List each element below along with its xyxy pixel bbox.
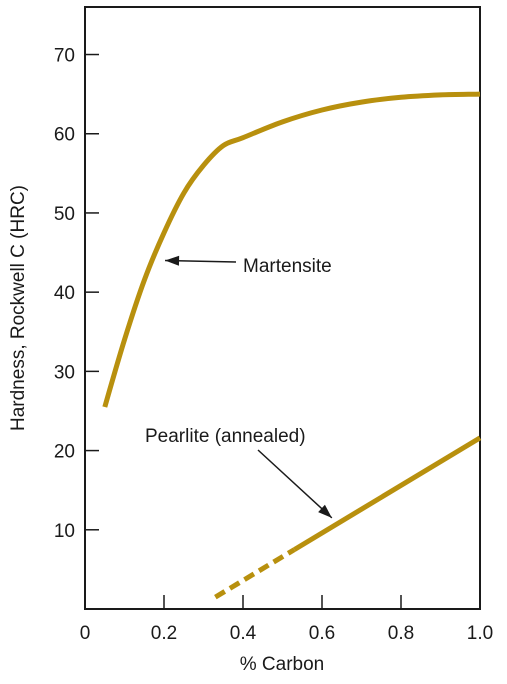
x-axis-title: % Carbon	[240, 654, 325, 675]
pearlite-dashed-extrapolation	[214, 547, 296, 600]
martensite-annotation-label: Martensite	[243, 256, 332, 277]
pearlite-arrow-shaft	[257, 449, 333, 519]
martensite-curve	[102, 91, 481, 408]
x-tick-label-4: 0.8	[388, 623, 414, 644]
x-tick-label-1: 0.2	[151, 623, 177, 644]
martensite-arrow-head	[165, 255, 180, 266]
y-tick-label-60: 60	[54, 125, 75, 146]
y-tick-label-50: 50	[54, 204, 75, 225]
annotation-layer: Martensite Pearlite (annealed)	[145, 255, 333, 519]
x-tick-label-3: 0.6	[309, 623, 335, 644]
y-axis-ticks: 10 20 30 40 50 60 70	[54, 46, 99, 542]
y-tick-label-40: 40	[54, 283, 75, 304]
x-tick-label-2: 0.4	[230, 623, 257, 644]
x-axis-ticks: 0 0.2 0.4 0.6 0.8 1.0	[80, 595, 493, 644]
pearlite-annotation-label: Pearlite (annealed)	[145, 426, 306, 447]
y-tick-label-30: 30	[54, 362, 75, 383]
series-layer	[102, 91, 482, 600]
x-tick-label-0: 0	[80, 623, 91, 644]
pearlite-arrow-head	[318, 504, 332, 518]
y-tick-label-20: 20	[54, 442, 75, 463]
plot-frame	[84, 6, 481, 610]
x-tick-label-5: 1.0	[467, 623, 493, 644]
pearlite-line	[293, 435, 482, 552]
y-tick-label-10: 10	[54, 521, 75, 542]
y-axis-title: Hardness, Rockwell C (HRC)	[8, 185, 29, 431]
y-tick-label-70: 70	[54, 46, 75, 67]
